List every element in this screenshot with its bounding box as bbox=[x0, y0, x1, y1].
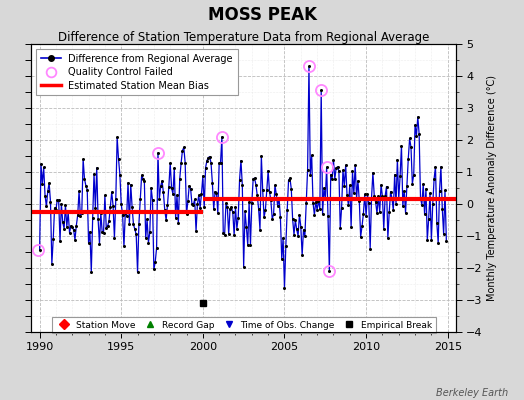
Title: Difference of Station Temperature Data from Regional Average: Difference of Station Temperature Data f… bbox=[58, 31, 429, 44]
Text: MOSS PEAK: MOSS PEAK bbox=[208, 6, 316, 24]
Legend: Station Move, Record Gap, Time of Obs. Change, Empirical Break: Station Move, Record Gap, Time of Obs. C… bbox=[52, 317, 435, 333]
Y-axis label: Monthly Temperature Anomaly Difference (°C): Monthly Temperature Anomaly Difference (… bbox=[487, 75, 497, 301]
Text: Berkeley Earth: Berkeley Earth bbox=[436, 388, 508, 398]
